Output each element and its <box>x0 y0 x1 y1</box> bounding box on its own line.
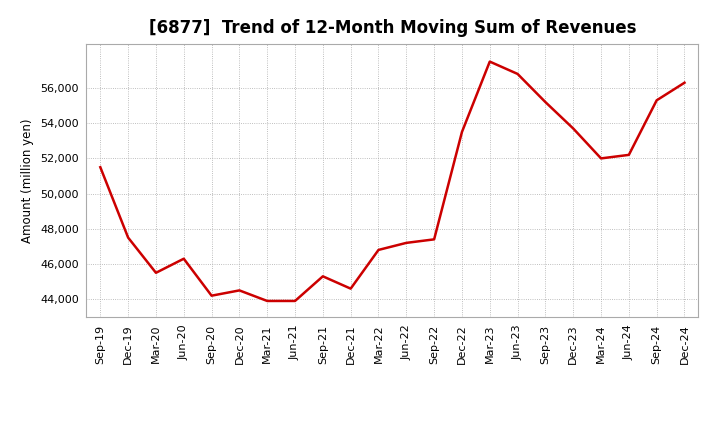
Title: [6877]  Trend of 12-Month Moving Sum of Revenues: [6877] Trend of 12-Month Moving Sum of R… <box>148 19 636 37</box>
Y-axis label: Amount (million yen): Amount (million yen) <box>22 118 35 242</box>
